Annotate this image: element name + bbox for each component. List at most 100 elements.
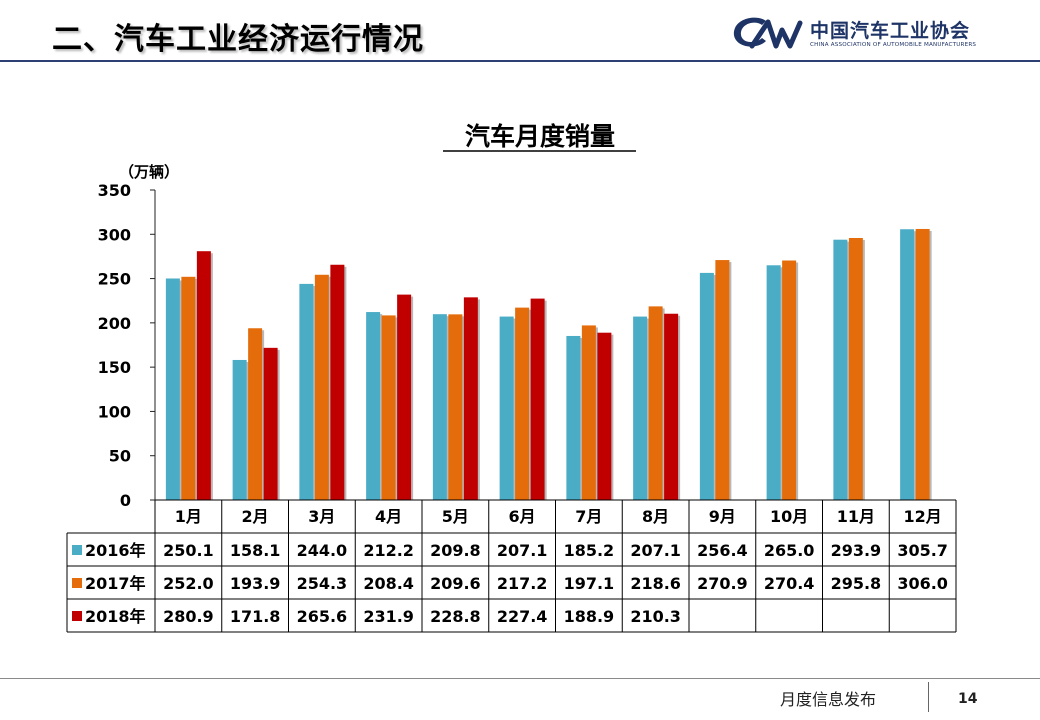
- table-value: 193.9: [230, 574, 281, 593]
- bar-shadow: [862, 240, 865, 500]
- bar-2017年-7月: [581, 325, 596, 500]
- bar-shadow: [313, 285, 316, 500]
- y-tick-label: 250: [98, 270, 131, 289]
- bar-2017年-3月: [314, 274, 329, 500]
- legend-label: 2018年: [85, 607, 146, 626]
- table-value: 270.4: [764, 574, 815, 593]
- bar-shadow: [678, 315, 681, 500]
- table-value: 295.8: [831, 574, 882, 593]
- x-category-label: 9月: [709, 507, 736, 526]
- bar-shadow: [544, 300, 547, 500]
- bar-2018年-8月: [664, 313, 679, 500]
- table-value: 171.8: [230, 607, 281, 626]
- legend-label: 2017年: [85, 574, 146, 593]
- y-tick-label: 200: [98, 314, 131, 333]
- y-tick-label: 350: [98, 181, 131, 200]
- legend-label: 2016年: [85, 541, 146, 560]
- footer-separator: [928, 682, 929, 712]
- bar-2018年-6月: [530, 298, 545, 500]
- bar-shadow: [210, 253, 213, 500]
- bar-shadow: [380, 314, 383, 500]
- table-value: 254.3: [297, 574, 348, 593]
- bar-2017年-10月: [782, 260, 797, 500]
- footer-text: 月度信息发布: [780, 690, 877, 709]
- bar-2016年-4月: [366, 312, 381, 500]
- table-value: 207.1: [630, 541, 681, 560]
- bar-2017年-11月: [848, 238, 863, 500]
- x-category-label: 7月: [575, 507, 602, 526]
- y-axis-unit-label: （万辆）: [119, 163, 179, 181]
- table-value: 185.2: [564, 541, 615, 560]
- table-value: 265.0: [764, 541, 815, 560]
- bar-2018年-2月: [263, 347, 278, 500]
- x-category-label: 2月: [242, 507, 269, 526]
- table-value: 227.4: [497, 607, 548, 626]
- y-tick-label: 300: [98, 225, 131, 244]
- bar-shadow: [513, 318, 516, 500]
- bar-shadow: [580, 337, 583, 500]
- x-category-label: 6月: [509, 507, 536, 526]
- bar-2016年-11月: [833, 239, 848, 500]
- y-tick-label: 0: [120, 491, 131, 510]
- bar-2017年-2月: [248, 328, 263, 500]
- bar-2018年-1月: [196, 251, 211, 500]
- bar-shadow: [411, 296, 414, 500]
- logo-chinese-name: 中国汽车工业协会: [810, 20, 971, 42]
- x-category-label: 12月: [903, 507, 941, 526]
- y-tick-label: 150: [98, 358, 131, 377]
- bar-shadow: [477, 299, 480, 500]
- x-category-label: 8月: [642, 507, 669, 526]
- bar-shadow: [595, 327, 598, 500]
- legend-swatch: [72, 545, 82, 555]
- y-tick-label: 100: [98, 402, 131, 421]
- bar-shadow: [246, 361, 249, 500]
- chart-title: 汽车月度销量: [465, 122, 615, 151]
- bar-shadow: [729, 262, 732, 500]
- bar-shadow: [647, 318, 650, 500]
- table-value: 212.2: [363, 541, 414, 560]
- bar-2016年-10月: [766, 265, 781, 500]
- legend-swatch: [72, 578, 82, 588]
- x-category-label: 5月: [442, 507, 469, 526]
- table-value: 252.0: [163, 574, 214, 593]
- table-value: 228.8: [430, 607, 481, 626]
- bar-shadow: [462, 316, 465, 500]
- bar-2018年-5月: [463, 297, 478, 500]
- table-value: 158.1: [230, 541, 281, 560]
- bar-2016年-9月: [699, 272, 714, 500]
- bar-shadow: [780, 267, 783, 500]
- bar-shadow: [796, 262, 799, 500]
- header-divider: [0, 60, 1040, 62]
- bar-2018年-7月: [597, 332, 612, 500]
- bar-2017年-1月: [181, 276, 196, 500]
- bar-2016年-2月: [232, 359, 247, 500]
- bar-shadow: [395, 317, 398, 500]
- table-value: 210.3: [630, 607, 681, 626]
- bar-2016年-7月: [566, 335, 581, 500]
- association-logo: 中国汽车工业协会 CHINA ASSOCIATION OF AUTOMOBILE…: [730, 14, 1000, 54]
- table-value: 188.9: [564, 607, 615, 626]
- table-value: 218.6: [630, 574, 681, 593]
- table-value: 197.1: [564, 574, 615, 593]
- bar-2016年-3月: [299, 283, 314, 500]
- table-value: 231.9: [363, 607, 414, 626]
- table-value: 305.7: [897, 541, 948, 560]
- table-value: 280.9: [163, 607, 214, 626]
- cam-logo-icon: [733, 17, 803, 49]
- x-category-label: 10月: [770, 507, 808, 526]
- bar-2017年-8月: [648, 306, 663, 500]
- bar-shadow: [713, 274, 716, 500]
- bar-2017年-6月: [515, 307, 530, 500]
- table-value: 270.9: [697, 574, 748, 593]
- bar-2016年-5月: [432, 314, 447, 500]
- bar-shadow: [662, 308, 665, 500]
- bar-2017年-4月: [381, 315, 396, 500]
- bar-shadow: [611, 334, 614, 500]
- bar-shadow: [179, 280, 182, 500]
- x-category-label: 11月: [837, 507, 875, 526]
- bar-shadow: [446, 316, 449, 500]
- bar-shadow: [847, 241, 850, 500]
- table-value: 306.0: [897, 574, 948, 593]
- x-category-label: 3月: [308, 507, 335, 526]
- bar-2016年-6月: [499, 316, 514, 500]
